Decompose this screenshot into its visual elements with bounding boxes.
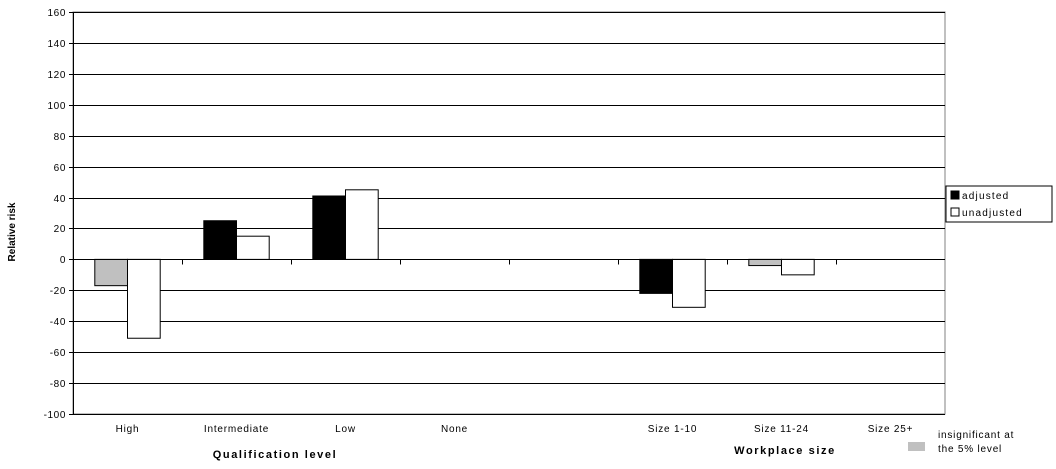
y-tick-label: 20: [54, 224, 66, 235]
bar-adjusted-size-11-24: [748, 258, 782, 267]
y-tick-label: 60: [54, 163, 66, 174]
x-category-label: Low: [335, 424, 356, 435]
bars: [94, 189, 815, 339]
y-tick-label: 160: [48, 8, 67, 19]
y-tick-label: -100: [44, 410, 66, 421]
x-category-label: Size 1-10: [648, 424, 697, 435]
insignificant-swatch: [908, 442, 925, 451]
y-tick-label: 120: [48, 70, 67, 81]
plot-area: [72, 11, 946, 415]
x-category-label: High: [116, 424, 140, 435]
y-tick-label: 100: [48, 101, 67, 112]
legend-box: [945, 185, 1053, 223]
bar-unadjusted-size-1-10: [672, 258, 706, 308]
legend-swatch-adjusted: [950, 190, 960, 200]
y-tick-label: 0: [60, 255, 66, 266]
legend: adjusted unadjusted: [945, 185, 1053, 223]
bar-unadjusted-high: [127, 258, 161, 339]
y-tick-label: 80: [54, 132, 66, 143]
y-tick-label: -80: [50, 379, 66, 390]
x-category-label: Size 11-24: [754, 424, 809, 435]
bar-unadjusted-intermediate: [236, 235, 270, 260]
insignificant-note-line-2: the 5% level: [938, 444, 1002, 455]
bar-unadjusted-low: [345, 189, 379, 260]
axes: 160 140 120 100 80 60 40 20 0 -20 -40 -60 -80 -100 Hig…: [44, 8, 945, 435]
bar-adjusted-low: [312, 195, 346, 260]
y-axis-label: Relative risk: [7, 202, 18, 261]
bar-adjusted-size-1-10: [639, 258, 673, 294]
group-label-qualification: Qualification level: [213, 449, 338, 461]
bar-adjusted-high: [94, 258, 129, 287]
legend-label-adjusted: adjusted: [962, 191, 1009, 202]
x-category-label: Size 25+: [868, 424, 914, 435]
x-category-label: Intermediate: [204, 424, 269, 435]
y-tick-label: -60: [50, 348, 66, 359]
legend-swatch-unadjusted: [950, 207, 960, 217]
group-label-workplace: Workplace size: [734, 445, 836, 457]
y-tick-label: -20: [50, 286, 66, 297]
legend-label-unadjusted: unadjusted: [962, 208, 1023, 219]
y-tick-label: 40: [54, 194, 66, 205]
grid: [72, 11, 946, 415]
insignificant-note: insignificant at the 5% level: [908, 430, 1014, 455]
bar-adjusted-intermediate: [203, 220, 238, 260]
insignificant-note-line-1: insignificant at: [938, 430, 1014, 441]
y-tick-label: 140: [48, 39, 67, 50]
y-tick-label: -40: [50, 317, 66, 328]
bar-unadjusted-size-11-24: [781, 258, 815, 276]
x-category-label: None: [441, 424, 468, 435]
